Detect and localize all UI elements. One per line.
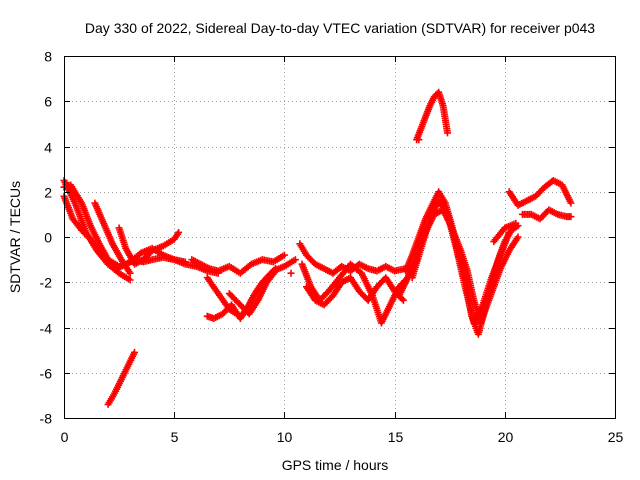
y-tick-label: 2 (44, 185, 52, 201)
series-track-t (518, 206, 575, 223)
data-point (505, 228, 513, 236)
data-point (567, 213, 575, 221)
series-track-q (408, 197, 513, 327)
series-track-d (91, 199, 134, 277)
data-points (60, 88, 575, 408)
x-tick-label: 5 (171, 429, 179, 445)
x-axis-label: GPS time / hours (282, 457, 389, 473)
data-point (399, 296, 407, 304)
chart-title: Day 330 of 2022, Sidereal Day-to-day VTE… (85, 20, 595, 36)
stray-points (287, 136, 423, 277)
grid (64, 56, 615, 418)
data-point (287, 269, 295, 277)
series-track-k (225, 267, 280, 318)
data-point (512, 219, 520, 227)
data-point (443, 129, 451, 137)
data-point (126, 276, 134, 284)
y-tick-label: -2 (40, 275, 53, 291)
series-track-l (296, 240, 410, 277)
x-tick-labels: 0 5 10 15 20 25 (61, 429, 624, 445)
y-axis-label: SDTVAR / TECUs (7, 181, 23, 293)
series-track-r (413, 88, 451, 144)
data-point (126, 269, 134, 277)
x-tick-label: 0 (61, 429, 69, 445)
series-track-u (490, 219, 520, 246)
data-point (567, 199, 575, 207)
series-track-h (188, 251, 288, 277)
y-tick-label: 0 (44, 230, 52, 246)
series-track-c (60, 181, 123, 270)
y-tick-label: 8 (44, 49, 52, 65)
y-tick-label: -6 (40, 366, 53, 382)
x-tick-label: 15 (388, 429, 404, 445)
ticks (64, 56, 616, 419)
y-tick-label: -8 (40, 411, 53, 427)
y-tick-label: -4 (40, 321, 53, 337)
x-tick-label: 20 (498, 429, 514, 445)
data-point (175, 228, 183, 236)
data-point (131, 348, 139, 356)
data-point (514, 233, 522, 241)
y-tick-labels: -8 -6 -4 -2 0 2 4 6 8 (40, 49, 53, 427)
x-tick-label: 10 (277, 429, 293, 445)
data-point (115, 262, 123, 270)
y-tick-label: 4 (44, 140, 52, 156)
series-track-s (505, 176, 575, 209)
data-point (280, 251, 288, 259)
data-point (415, 136, 423, 144)
series-track-j (203, 265, 280, 322)
data-point (291, 256, 299, 264)
data-point (272, 267, 280, 275)
y-tick-label: 6 (44, 94, 52, 110)
series-track-g (104, 348, 139, 408)
x-tick-label: 25 (608, 429, 624, 445)
